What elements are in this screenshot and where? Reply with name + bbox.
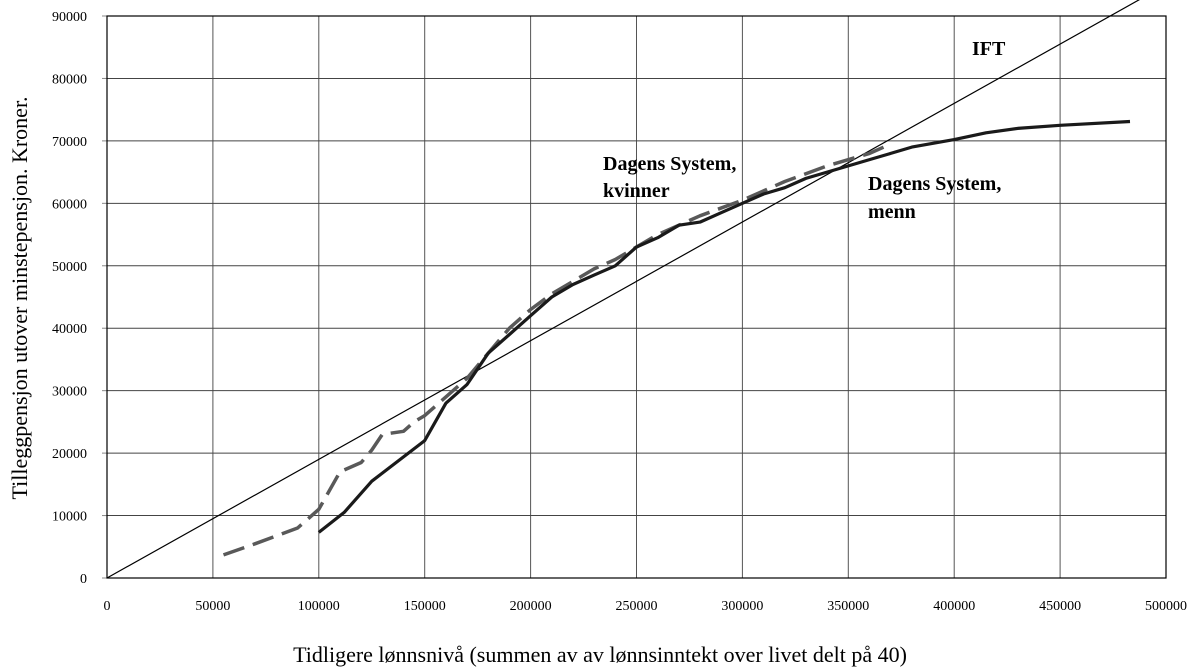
annotation-menn-line2: menn [868, 201, 916, 223]
x-tick-label: 200000 [510, 599, 552, 614]
x-tick-label: 0 [104, 599, 111, 614]
x-tick-label: 500000 [1145, 599, 1187, 614]
y-tick-label: 30000 [52, 385, 87, 400]
grid [102, 15, 1166, 579]
y-tick-label: 40000 [52, 322, 87, 337]
x-tick-label: 450000 [1039, 599, 1081, 614]
series-line-dagens-system-kvinner [222, 142, 892, 557]
series-lines [106, 0, 1140, 579]
y-tick-label: 50000 [52, 260, 87, 275]
y-tick-label: 70000 [52, 135, 87, 150]
x-tick-label: 50000 [195, 599, 230, 614]
x-tick-label: 350000 [827, 599, 869, 614]
plot-frame [106, 15, 1167, 579]
y-axis-label: Tilleggpensjon utover minstepensjon. Kro… [7, 96, 32, 499]
series-line-ift [106, 0, 1140, 579]
x-tick-label: 150000 [404, 599, 446, 614]
x-tick-label: 250000 [616, 599, 658, 614]
series-line-dagens-system-menn [317, 119, 1131, 534]
annotation-kvinner-line2: kvinner [603, 180, 670, 202]
y-tick-labels: 0 10000 20000 30000 40000 50000 60000 70000 8000… [52, 10, 87, 587]
x-tick-labels: 0 50000 100000 150000 200000 250000 300000 3500… [104, 599, 1188, 614]
y-tick-label: 10000 [52, 510, 87, 525]
annotation-ift: IFT [972, 38, 1006, 60]
x-axis-label: Tidligere lønnsnivå (summen av av lønnsi… [293, 642, 907, 667]
x-tick-label: 400000 [933, 599, 975, 614]
annotation-menn-line1: Dagens System, [868, 173, 1001, 195]
x-tick-label: 300000 [721, 599, 763, 614]
y-tick-label: 80000 [52, 72, 87, 87]
y-tick-label: 60000 [52, 197, 87, 212]
annotation-kvinner-line1: Dagens System, [603, 153, 736, 175]
x-tick-label: 100000 [298, 599, 340, 614]
y-tick-label: 90000 [52, 10, 87, 25]
y-tick-label: 20000 [52, 447, 87, 462]
y-tick-label: 0 [80, 572, 87, 587]
